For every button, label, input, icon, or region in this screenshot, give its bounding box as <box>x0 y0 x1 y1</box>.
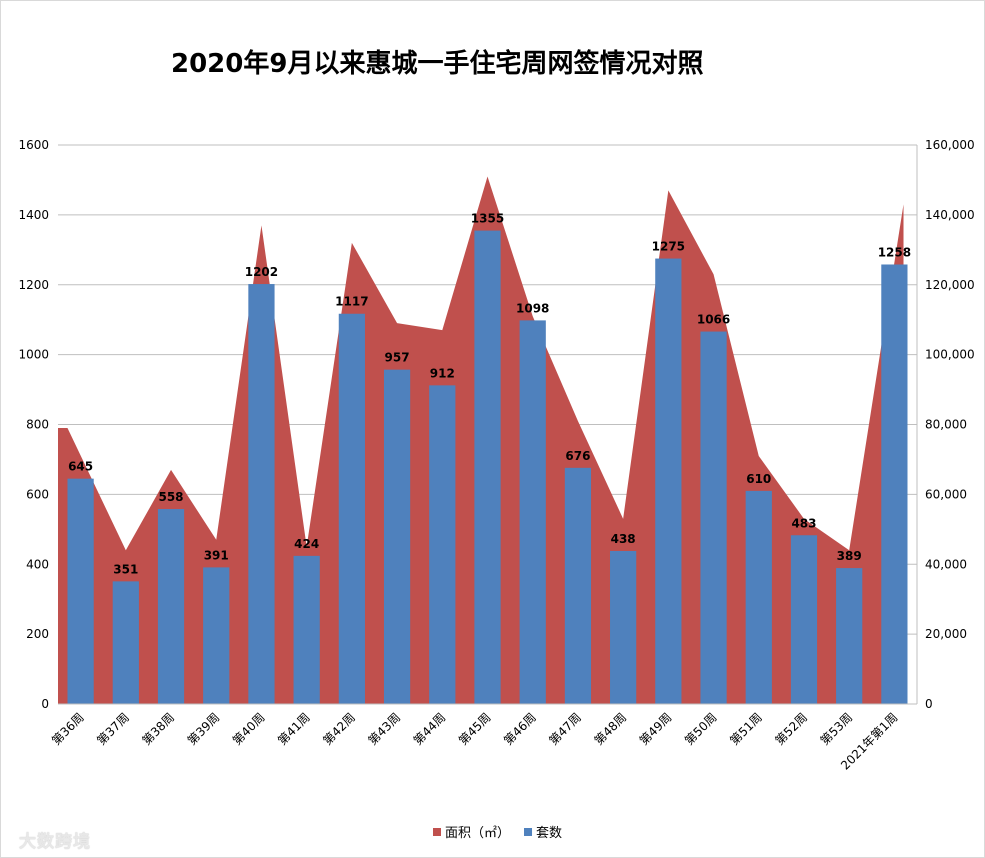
y-left-tick-label: 600 <box>26 487 49 501</box>
bar-data-label: 351 <box>113 562 138 576</box>
bar <box>881 264 908 704</box>
x-category-label: 第53周 <box>818 710 856 748</box>
y-right-tick-label: 20,000 <box>925 627 967 641</box>
y-right-tick-label: 100,000 <box>925 348 975 362</box>
bar-data-label: 676 <box>565 449 590 463</box>
bar <box>745 490 772 704</box>
x-category-label: 第45周 <box>456 710 494 748</box>
bar-data-label: 438 <box>611 532 636 546</box>
y-left-tick-label: 1200 <box>18 278 49 292</box>
bar-data-label: 912 <box>430 366 455 380</box>
chart-title: 2020年9月以来惠城一手住宅周网签情况对照 <box>171 49 704 79</box>
x-category-label: 第49周 <box>637 710 675 748</box>
legend-swatch <box>524 828 533 836</box>
bar-series <box>67 230 908 705</box>
x-category-label: 第47周 <box>546 710 584 748</box>
bar-data-label: 1275 <box>652 240 685 254</box>
y-right-tick-label: 80,000 <box>925 418 967 432</box>
y-right-tick-label: 160,000 <box>925 138 975 152</box>
bar-data-label: 424 <box>294 537 319 551</box>
y-left-tick-label: 1600 <box>18 138 49 152</box>
y-left-tick-label: 200 <box>26 627 49 641</box>
bar-data-label: 1117 <box>335 295 368 309</box>
x-category-label: 第50周 <box>682 710 720 748</box>
bar <box>610 550 637 704</box>
bar <box>474 230 501 705</box>
bar-data-label: 1098 <box>516 301 549 315</box>
x-category-label: 第51周 <box>727 710 765 748</box>
bar <box>564 467 592 704</box>
bar-data-label: 957 <box>385 351 410 365</box>
legend-label: 套数 <box>536 825 562 841</box>
bar <box>338 313 365 704</box>
bar-data-label: 1202 <box>245 265 278 279</box>
bar-data-label: 558 <box>158 490 183 504</box>
bar <box>700 331 727 704</box>
bar-data-label: 391 <box>204 548 229 562</box>
x-category-label: 第37周 <box>94 710 132 748</box>
bar <box>383 369 411 704</box>
x-category-label: 第38周 <box>139 710 177 748</box>
bar-data-label: 645 <box>68 460 93 474</box>
watermark-text: 大数跨境 <box>19 832 91 852</box>
y-right-tick-label: 0 <box>925 697 933 711</box>
x-category-label: 第40周 <box>230 710 268 748</box>
legend-label: 面积（㎡） <box>445 826 510 841</box>
legend: 面积（㎡） 套数 <box>433 825 562 841</box>
y-left-tick-label: 400 <box>26 557 49 571</box>
x-category-label: 第36周 <box>49 710 87 748</box>
bar <box>112 581 139 704</box>
x-category-label: 第52周 <box>772 710 810 748</box>
y-left-tick-label: 800 <box>26 418 49 432</box>
bar <box>67 478 94 704</box>
x-category-label: 第42周 <box>320 710 358 748</box>
x-category-label: 第43周 <box>366 710 404 748</box>
bar <box>203 567 230 704</box>
data-labels: 645 351 558 391 1202 424 1117 957 912 1355 1098 676… <box>68 212 911 577</box>
bar <box>519 320 546 704</box>
y-right-tick-label: 140,000 <box>925 208 975 222</box>
x-category-label: 第46周 <box>501 710 539 748</box>
bar-data-label: 483 <box>791 516 816 530</box>
bar-data-label: 1355 <box>471 212 504 226</box>
bar-data-label: 610 <box>746 472 771 486</box>
x-category-label: 第44周 <box>411 710 449 748</box>
y-right-tick-label: 120,000 <box>925 278 975 292</box>
x-category-label: 第41周 <box>275 710 313 748</box>
y-left-tick-label: 1400 <box>18 208 49 222</box>
legend-swatch <box>433 828 441 836</box>
bar <box>293 555 320 704</box>
y-left-tick-label: 1000 <box>18 348 49 362</box>
bar <box>836 568 863 704</box>
y-right-tick-label: 60,000 <box>925 487 967 501</box>
x-category-label: 第48周 <box>592 710 630 748</box>
bar <box>655 258 682 704</box>
bar <box>790 535 818 704</box>
y-left-tick-label: 0 <box>41 697 49 711</box>
bar-data-label: 1066 <box>697 313 730 327</box>
bar <box>429 385 456 704</box>
bar <box>157 509 185 704</box>
bar-data-label: 389 <box>837 549 862 563</box>
y-right-tick-label: 40,000 <box>925 557 967 571</box>
bar-data-label: 1258 <box>878 245 911 259</box>
x-category-label: 第39周 <box>185 710 223 748</box>
bar <box>248 284 275 704</box>
